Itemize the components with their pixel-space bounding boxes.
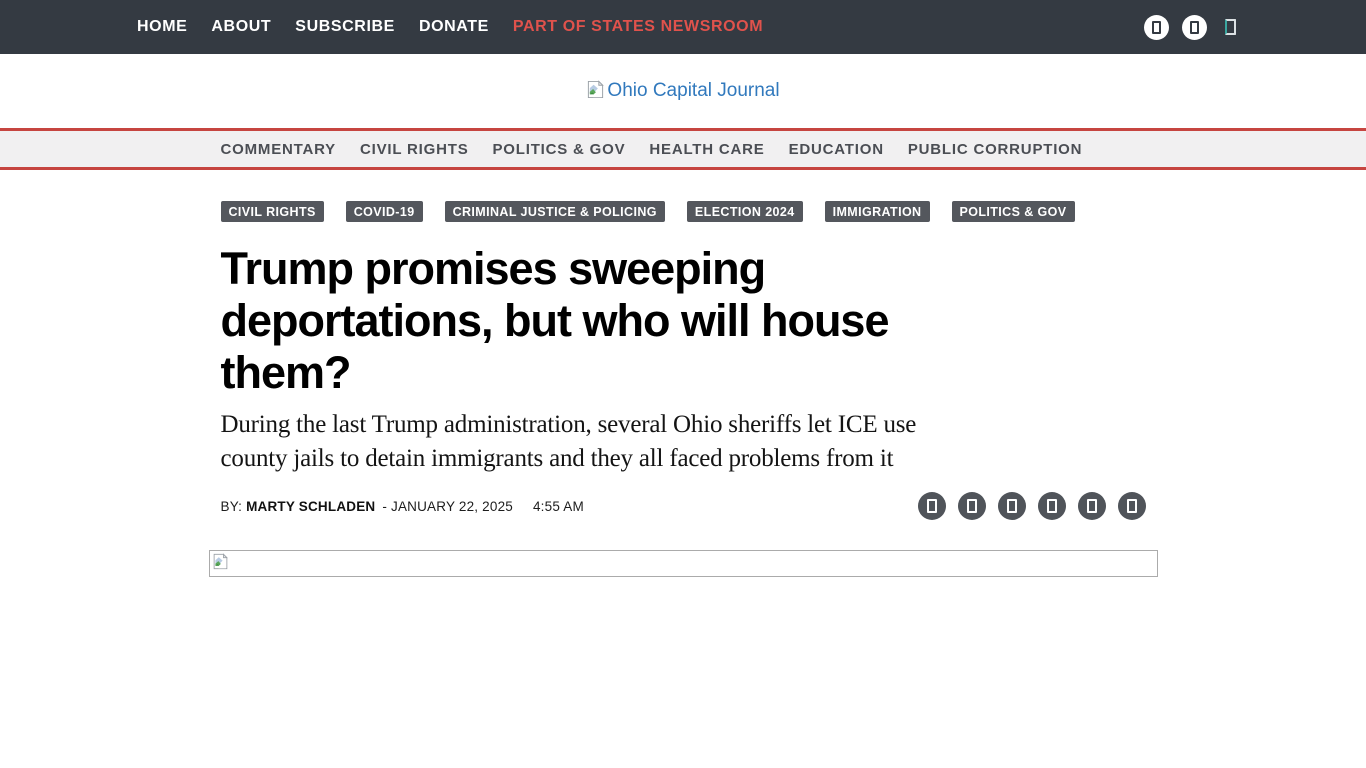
category-health-care[interactable]: HEALTH CARE <box>649 140 765 158</box>
subtitle-line: During the last Trump administration, se… <box>220 411 917 438</box>
byline-prefix: BY: <box>220 498 243 514</box>
top-bar-social <box>1144 14 1236 40</box>
nav-donate[interactable]: DONATE <box>418 18 489 35</box>
share-twitter-button[interactable] <box>957 492 986 520</box>
missing-glyph-icon <box>1152 20 1161 34</box>
category-commentary[interactable]: COMMENTARY <box>220 140 336 158</box>
site-logo-link[interactable]: Ohio Capital Journal <box>586 79 780 102</box>
missing-glyph-icon <box>926 499 937 513</box>
top-nav: HOME ABOUT SUBSCRIBE DONATE PART OF STAT… <box>137 18 763 36</box>
missing-glyph-icon <box>1006 499 1017 513</box>
category-civil-rights[interactable]: CIVIL RIGHTS <box>360 140 469 158</box>
byline: BY: MARTY SCHLADEN - JANUARY 22, 2025 4:… <box>221 499 584 514</box>
share-reddit-button[interactable] <box>1037 492 1066 520</box>
site-logo-alt-text: Ohio Capital Journal <box>607 80 780 101</box>
missing-glyph-icon <box>1190 20 1199 34</box>
headline-line: Trump promises sweeping <box>220 243 767 294</box>
publish-date: - JANUARY 22, 2025 <box>382 498 514 514</box>
tag-covid-19[interactable]: COVID-19 <box>345 201 423 222</box>
broken-image-icon <box>213 553 228 570</box>
share-print-button[interactable] <box>1117 492 1146 520</box>
nav-home[interactable]: HOME <box>137 18 188 35</box>
share-facebook-button[interactable] <box>917 492 946 520</box>
tag-immigration[interactable]: IMMIGRATION <box>824 201 930 222</box>
share-linkedin-button[interactable] <box>997 492 1026 520</box>
missing-glyph-icon <box>966 499 977 513</box>
category-education[interactable]: EDUCATION <box>788 140 884 158</box>
byline-row: BY: MARTY SCHLADEN - JANUARY 22, 2025 4:… <box>209 492 1158 520</box>
share-buttons <box>917 492 1146 520</box>
twitter-icon[interactable] <box>1182 14 1207 40</box>
search-icon[interactable] <box>1225 19 1236 35</box>
nav-states-newsroom[interactable]: PART OF STATES NEWSROOM <box>512 18 764 35</box>
share-email-button[interactable] <box>1077 492 1106 520</box>
subtitle-line: county jails to detain immigrants and th… <box>220 445 894 472</box>
missing-glyph-icon <box>1225 19 1236 35</box>
tag-civil-rights[interactable]: CIVIL RIGHTS <box>220 201 324 222</box>
category-public-corruption[interactable]: PUBLIC CORRUPTION <box>907 140 1083 158</box>
category-politics-gov[interactable]: POLITICS & GOV <box>492 140 626 158</box>
logo-band: Ohio Capital Journal <box>0 54 1366 128</box>
article-main: CIVIL RIGHTS COVID-19 CRIMINAL JUSTICE &… <box>208 201 1158 577</box>
broken-image-icon <box>588 79 605 98</box>
nav-subscribe[interactable]: SUBSCRIBE <box>295 18 395 35</box>
headline-line: deportations, but who will house <box>220 295 890 346</box>
hero-image-broken <box>208 550 1158 577</box>
top-bar: HOME ABOUT SUBSCRIBE DONATE PART OF STAT… <box>0 0 1366 54</box>
article-subtitle: During the last Trump administration, se… <box>209 408 1158 476</box>
author-link[interactable]: MARTY SCHLADEN <box>246 498 376 514</box>
tag-politics-gov[interactable]: POLITICS & GOV <box>951 201 1075 222</box>
tag-list: CIVIL RIGHTS COVID-19 CRIMINAL JUSTICE &… <box>209 201 1158 222</box>
headline-line: them? <box>220 347 352 398</box>
article-headline: Trump promises sweeping deportations, bu… <box>209 243 1158 399</box>
missing-glyph-icon <box>1046 499 1057 513</box>
facebook-icon[interactable] <box>1144 14 1169 40</box>
missing-glyph-icon <box>1126 499 1137 513</box>
nav-about[interactable]: ABOUT <box>211 18 272 35</box>
tag-criminal-justice-policing[interactable]: CRIMINAL JUSTICE & POLICING <box>444 201 665 222</box>
tag-election-2024[interactable]: ELECTION 2024 <box>686 201 803 222</box>
publish-time: 4:55 AM <box>532 498 584 514</box>
category-nav: COMMENTARY CIVIL RIGHTS POLITICS & GOV H… <box>0 128 1366 170</box>
missing-glyph-icon <box>1086 499 1097 513</box>
